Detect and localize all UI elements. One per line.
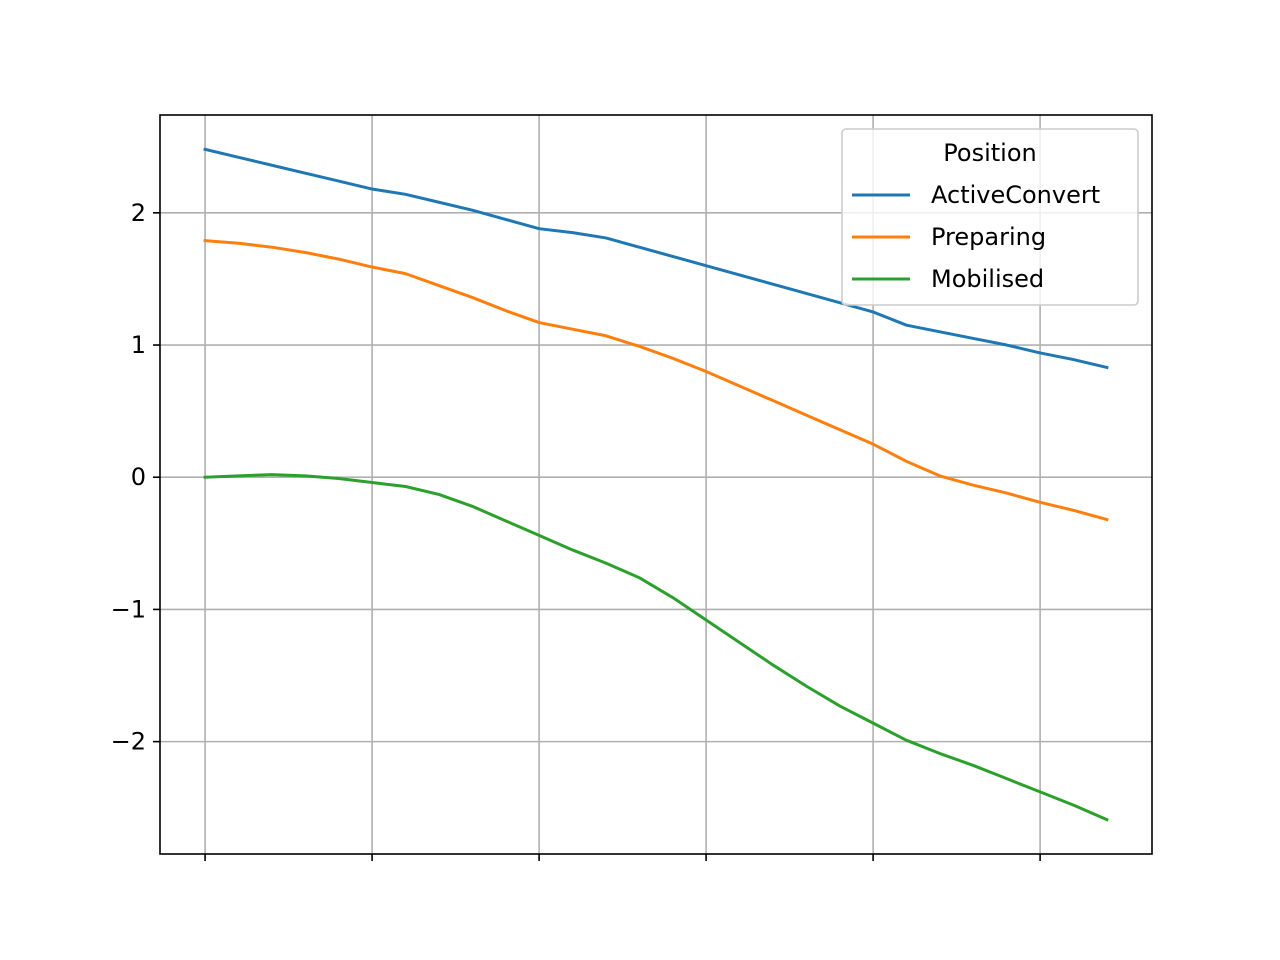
series-line-activeconvert [203, 147, 1109, 370]
y-tick-label: −2 [111, 728, 146, 756]
legend: Position ActiveConvert Preparing Mobilised [841, 128, 1139, 306]
legend-title: Position [943, 139, 1036, 167]
y-tick-label: 1 [131, 331, 146, 359]
y-tick-label: 0 [131, 463, 146, 491]
legend-label-preparing: Preparing [931, 223, 1046, 251]
series-line-preparing [203, 238, 1109, 522]
plot-frame [159, 114, 1153, 855]
legend-box [841, 128, 1139, 306]
series-line-mobilised [203, 473, 1109, 822]
legend-label-mobilised: Mobilised [931, 265, 1044, 293]
y-tick-label: −1 [111, 595, 146, 623]
series-lines [203, 147, 1109, 822]
legend-label-activeconvert: ActiveConvert [931, 181, 1100, 209]
axis-ticks: −2 −1 0 1 2 [111, 199, 1041, 861]
y-tick-label: 2 [131, 199, 146, 227]
